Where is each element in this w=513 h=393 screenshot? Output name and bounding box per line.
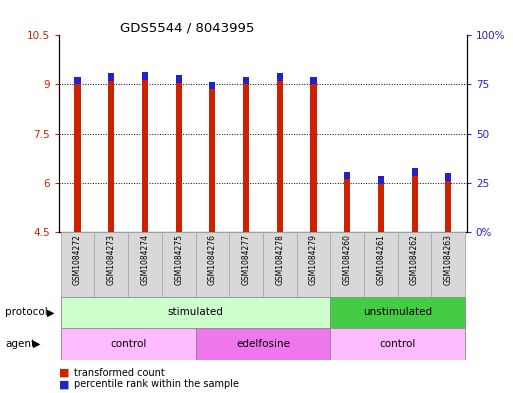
Bar [142,79,148,232]
Bar [378,184,384,232]
Text: ■: ■ [59,379,69,389]
Bar [330,297,465,328]
Bar [162,232,195,297]
Bar [243,84,249,232]
Bar [108,81,114,232]
Bar [364,232,398,297]
Text: ▶: ▶ [33,339,41,349]
Text: GDS5544 / 8043995: GDS5544 / 8043995 [120,21,254,34]
Bar [175,75,182,83]
Bar [330,232,364,297]
Bar [142,72,148,79]
Bar [209,90,215,232]
Bar [128,232,162,297]
Bar [209,82,215,90]
Text: GSM1084277: GSM1084277 [242,235,250,285]
Bar [411,176,418,232]
Text: GSM1084274: GSM1084274 [141,235,149,285]
Bar [61,297,330,328]
Bar [431,232,465,297]
Text: edelfosine: edelfosine [236,339,290,349]
Bar [310,84,317,232]
Text: GSM1084272: GSM1084272 [73,235,82,285]
Text: GSM1084260: GSM1084260 [343,235,352,285]
Bar [61,232,94,297]
Text: ▶: ▶ [47,307,55,318]
Bar [61,328,195,360]
Text: GSM1084263: GSM1084263 [444,235,453,285]
Bar [263,232,297,297]
Text: control: control [380,339,416,349]
Text: stimulated: stimulated [168,307,224,318]
Text: GSM1084279: GSM1084279 [309,235,318,285]
Bar [344,172,350,180]
Bar [330,328,465,360]
Bar [310,77,317,84]
Bar [195,328,330,360]
Bar [195,232,229,297]
Text: GSM1084276: GSM1084276 [208,235,217,285]
Bar [277,81,283,232]
Text: unstimulated: unstimulated [363,307,432,318]
Bar [445,173,451,181]
Text: GSM1084261: GSM1084261 [377,235,385,285]
Bar [411,168,418,176]
Text: GSM1084262: GSM1084262 [410,235,419,285]
Bar [445,181,451,232]
Bar [175,83,182,232]
Bar [108,73,114,81]
Text: protocol: protocol [5,307,48,318]
Text: GSM1084275: GSM1084275 [174,235,183,285]
Text: control: control [110,339,146,349]
Text: percentile rank within the sample: percentile rank within the sample [74,379,240,389]
Bar [74,77,81,84]
Bar [297,232,330,297]
Bar [378,176,384,184]
Bar [243,77,249,84]
Text: agent: agent [5,339,35,349]
Bar [94,232,128,297]
Text: GSM1084278: GSM1084278 [275,235,284,285]
Bar [229,232,263,297]
Bar [277,73,283,81]
Text: ■: ■ [59,367,69,378]
Bar [74,84,81,232]
Bar [398,232,431,297]
Text: GSM1084273: GSM1084273 [107,235,116,285]
Bar [344,180,350,232]
Text: transformed count: transformed count [74,367,165,378]
